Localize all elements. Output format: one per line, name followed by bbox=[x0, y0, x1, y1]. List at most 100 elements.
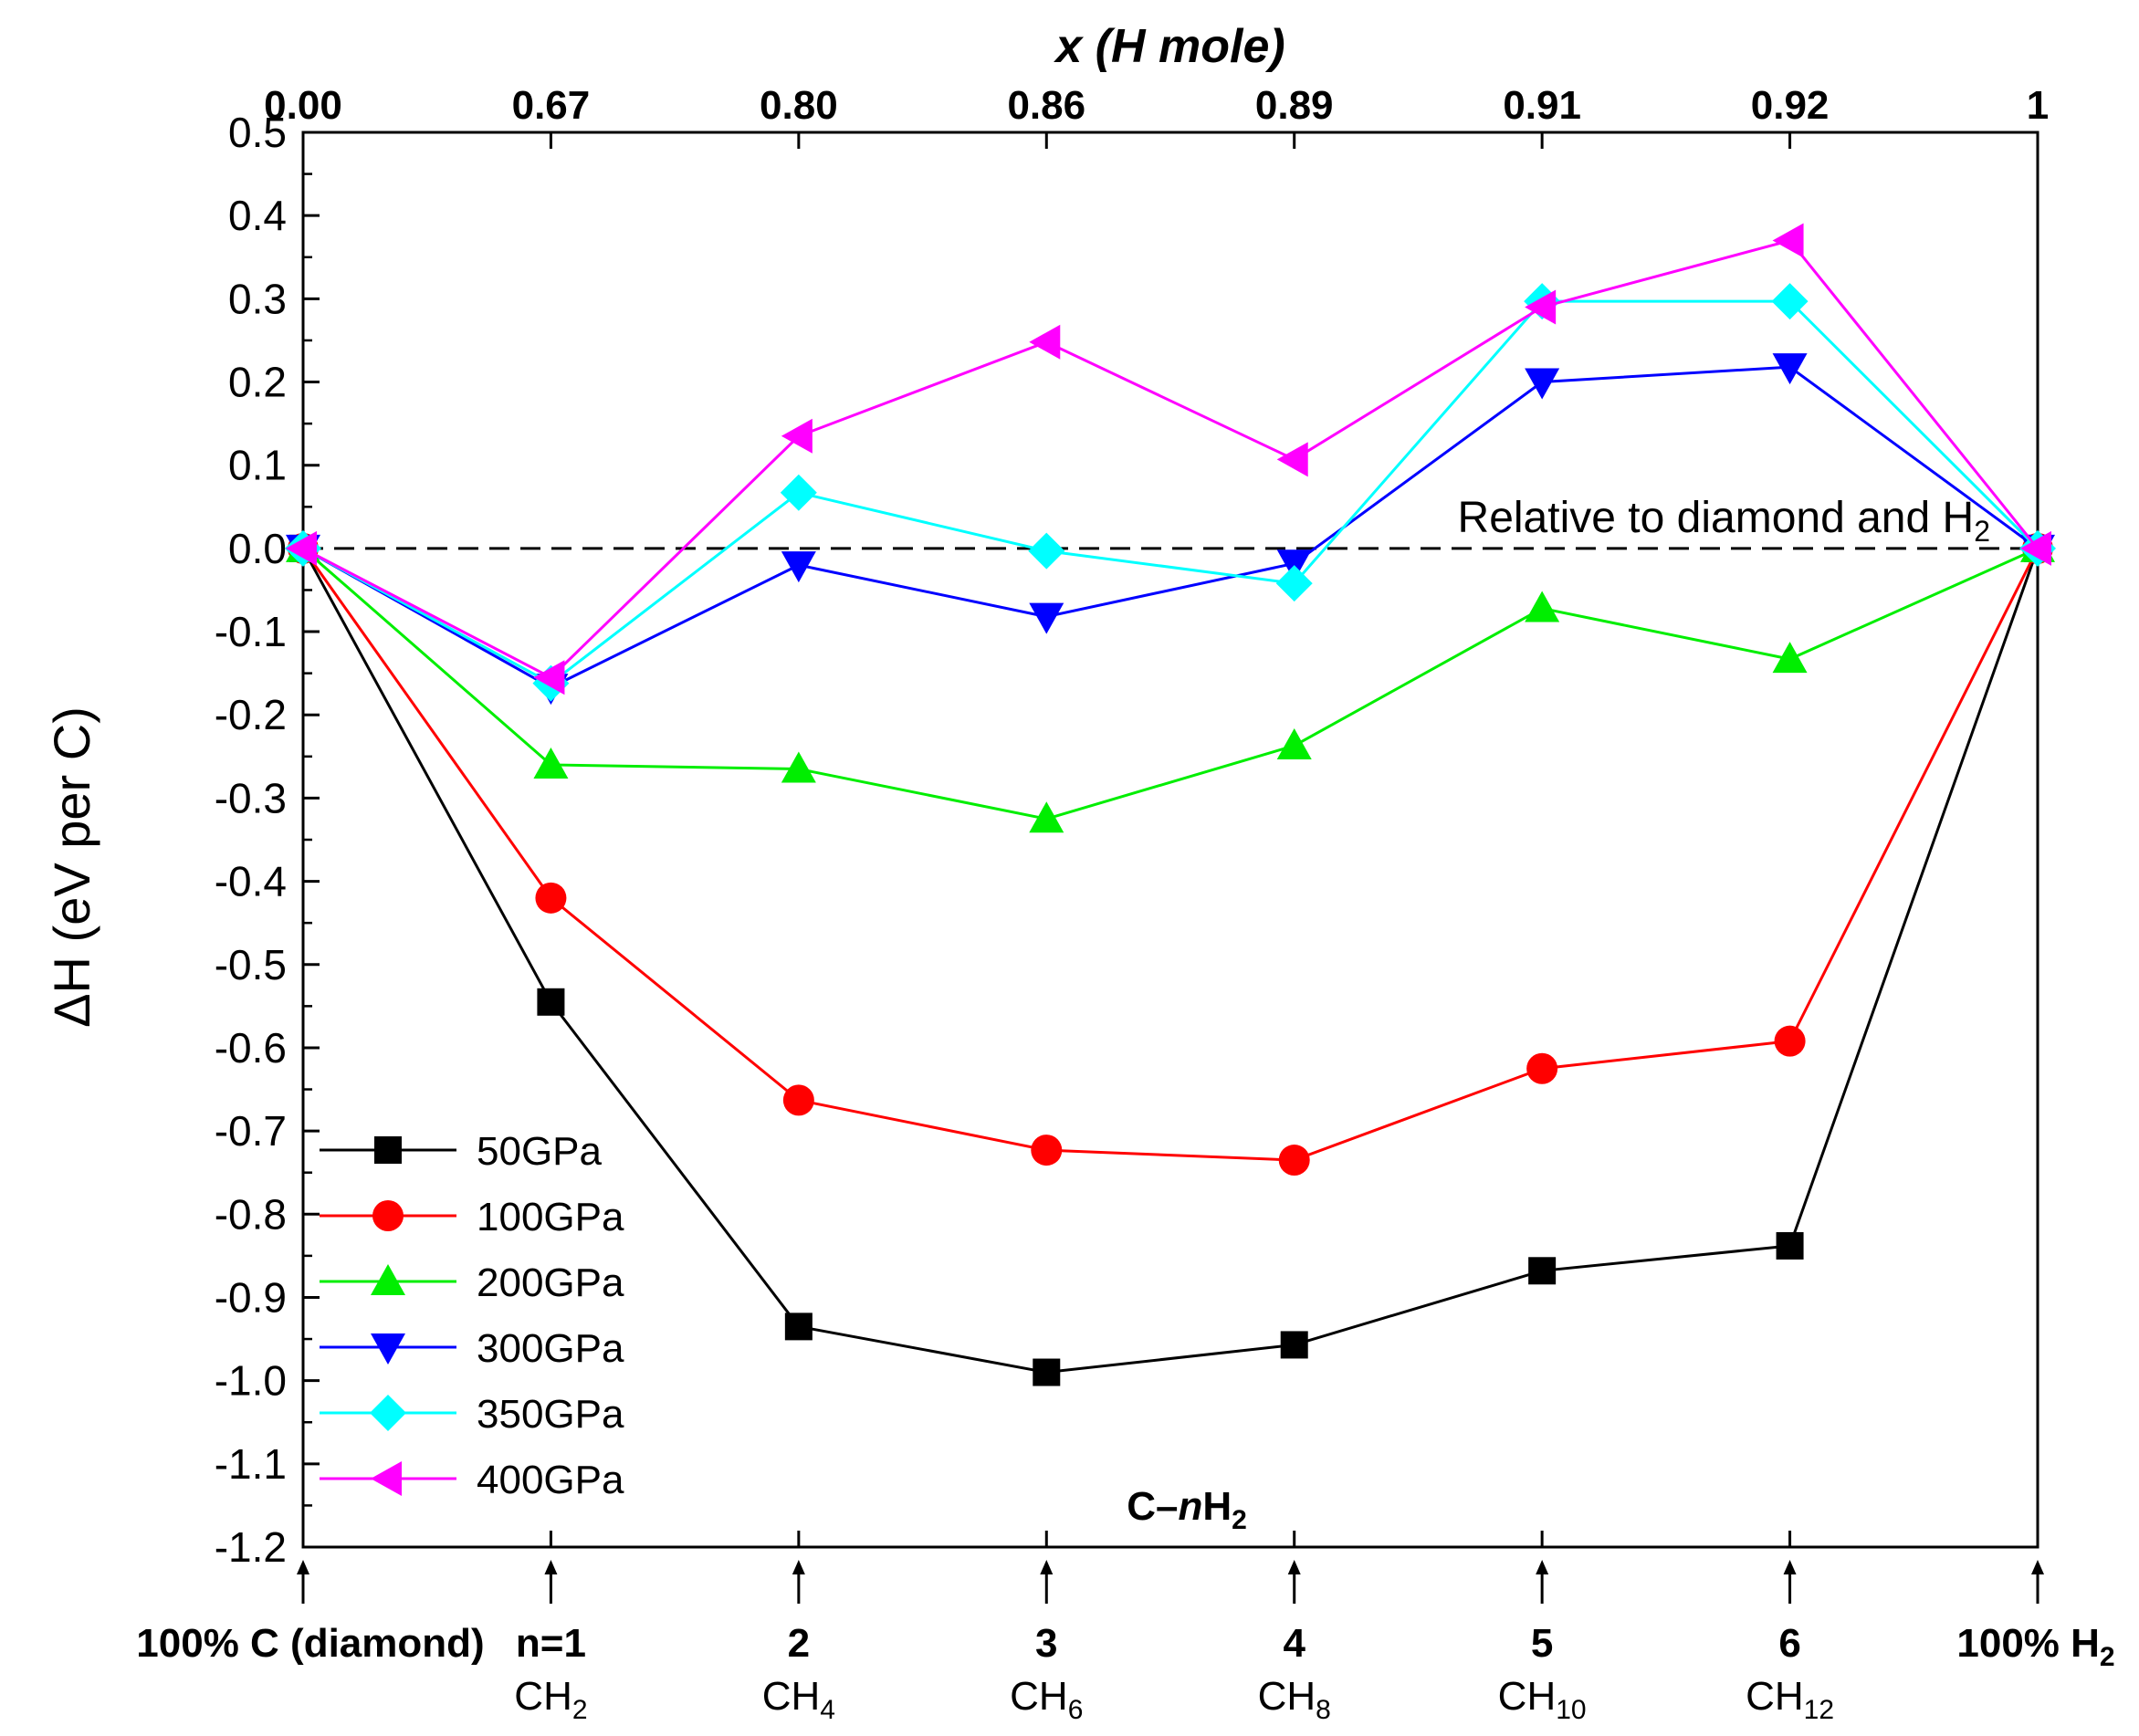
legend-marker bbox=[371, 1333, 405, 1365]
series-line bbox=[301, 548, 2039, 1162]
y-tick-label: -0.2 bbox=[215, 691, 287, 738]
legend-label: 400GPa bbox=[477, 1458, 624, 1502]
inner-label-rest: H bbox=[1202, 1484, 1232, 1529]
data-point bbox=[1276, 442, 1308, 477]
top-tick-label: 0.67 bbox=[512, 83, 591, 128]
bottom-formula-subscript: 2 bbox=[572, 1695, 588, 1725]
data-point bbox=[535, 882, 567, 914]
bottom-tick-label: 100% H2 bbox=[1956, 1621, 2114, 1672]
data-point bbox=[533, 660, 565, 695]
inner-label-subscript: 2 bbox=[1232, 1505, 1247, 1535]
bottom-tick-label: 6 bbox=[1778, 1621, 1800, 1666]
top-tick-label: 0.86 bbox=[1007, 83, 1085, 128]
data-point bbox=[2020, 530, 2051, 566]
top-tick-label: 0.91 bbox=[1503, 83, 1581, 128]
y-tick-label: -0.6 bbox=[215, 1024, 287, 1072]
legend-marker bbox=[374, 1136, 402, 1164]
bottom-formula-subscript: 4 bbox=[820, 1695, 835, 1725]
bottom-formula-subscript: 12 bbox=[1804, 1695, 1834, 1725]
y-tick-label: -1.1 bbox=[215, 1440, 287, 1488]
data-point bbox=[1525, 289, 1557, 325]
top-tick-label: 1 bbox=[2027, 83, 2049, 128]
legend-marker bbox=[370, 1395, 406, 1431]
reference-line-label: Relative to diamond and H2 bbox=[1458, 494, 1990, 548]
data-point bbox=[1772, 642, 1808, 674]
bottom-tick-label: 4 bbox=[1283, 1621, 1305, 1666]
y-tick-label: -0.9 bbox=[215, 1273, 287, 1321]
data-point bbox=[533, 747, 569, 779]
data-point bbox=[1772, 353, 1808, 385]
y-tick-label: 0.3 bbox=[228, 275, 287, 322]
bottom-arrow-head bbox=[1040, 1560, 1054, 1574]
data-point bbox=[1280, 1331, 1308, 1359]
legend-marker bbox=[371, 1461, 402, 1496]
legend-label: 50GPa bbox=[477, 1129, 603, 1174]
data-point bbox=[1771, 283, 1809, 320]
bottom-arrow-head bbox=[1287, 1560, 1301, 1574]
bottom-arrow-head bbox=[1783, 1560, 1797, 1574]
series-line bbox=[301, 548, 2039, 1375]
bottom-formula-subscript: 10 bbox=[1556, 1695, 1586, 1725]
bottom-tick-label: n=1 bbox=[516, 1621, 586, 1666]
top-tick-label: 0.92 bbox=[1751, 83, 1830, 128]
legend-label: 100GPa bbox=[477, 1195, 624, 1239]
y-tick-label: 0.5 bbox=[228, 109, 287, 156]
data-point bbox=[1275, 565, 1313, 602]
data-point bbox=[1276, 727, 1312, 759]
y-tick-label: 0.4 bbox=[228, 192, 287, 239]
top-tick-label: 0.89 bbox=[1255, 83, 1334, 128]
data-point bbox=[1528, 1257, 1557, 1285]
series-line bbox=[302, 365, 2039, 689]
y-tick-label: -0.1 bbox=[215, 608, 287, 655]
legend-label: 300GPa bbox=[477, 1326, 624, 1371]
y-tick-label: 0.0 bbox=[228, 525, 287, 572]
data-point bbox=[286, 530, 317, 566]
legend-marker bbox=[372, 1200, 404, 1231]
y-tick-label: -0.4 bbox=[215, 858, 287, 905]
data-point bbox=[781, 418, 813, 454]
bottom-arrow-head bbox=[2031, 1560, 2044, 1574]
bottom-tick-label: 3 bbox=[1035, 1621, 1057, 1666]
top-axis-title: x (H mole) bbox=[1053, 20, 1284, 73]
y-axis-title: ΔH (eV per C) bbox=[43, 706, 100, 1028]
data-point bbox=[1029, 801, 1064, 833]
y-tick-label: -1.2 bbox=[215, 1523, 287, 1571]
y-tick-label: 0.1 bbox=[228, 442, 287, 489]
reference-line-subscript: 2 bbox=[1974, 515, 1990, 548]
series-400GPa bbox=[286, 223, 2051, 695]
bottom-formula-subscript: 8 bbox=[1316, 1695, 1331, 1725]
data-point bbox=[1776, 1231, 1804, 1260]
y-tick-label: -0.3 bbox=[215, 774, 287, 821]
y-tick-label: 0.2 bbox=[228, 359, 287, 406]
bottom-formula-label: CH2 bbox=[514, 1674, 587, 1725]
data-point bbox=[1526, 1052, 1558, 1084]
bottom-formula-subscript: 6 bbox=[1068, 1695, 1084, 1725]
legend-label: 350GPa bbox=[477, 1392, 624, 1437]
series-layer bbox=[285, 223, 2056, 1386]
data-point bbox=[781, 551, 816, 583]
bottom-arrow-head bbox=[792, 1560, 805, 1574]
legend: 50GPa 100GPa 200GPa 300GPa 350GPa 400GPa bbox=[320, 1129, 624, 1502]
y-tick-label: -0.8 bbox=[215, 1190, 287, 1238]
bottom-tick-subscript: 2 bbox=[2100, 1642, 2115, 1672]
y-tick-label: -1.0 bbox=[215, 1357, 287, 1405]
data-point bbox=[1772, 223, 1804, 258]
top-tick-label: 0.80 bbox=[760, 83, 838, 128]
data-point bbox=[780, 474, 817, 511]
data-point bbox=[1278, 1145, 1310, 1177]
data-point bbox=[1774, 1025, 1806, 1057]
inner-label: C–nH2 bbox=[1127, 1484, 1247, 1535]
y-tick-label: -0.5 bbox=[215, 941, 287, 988]
data-point bbox=[537, 988, 565, 1016]
data-point bbox=[781, 751, 816, 783]
data-point bbox=[1029, 602, 1064, 634]
bottom-tick-label: 100% C (diamond) bbox=[136, 1621, 484, 1666]
data-point bbox=[782, 1084, 814, 1116]
data-point bbox=[1029, 324, 1061, 360]
series-line bbox=[302, 238, 2039, 680]
labels-group: 0.5 0.4 0.3 0.2 0.1 0.0 -0.1 -0.2 -0.3 -0.4 -0.5 -0… bbox=[43, 20, 2115, 1725]
inner-label-italic: n bbox=[1178, 1484, 1202, 1529]
y-tick-label: -0.7 bbox=[215, 1107, 287, 1155]
data-point bbox=[1525, 368, 1560, 400]
